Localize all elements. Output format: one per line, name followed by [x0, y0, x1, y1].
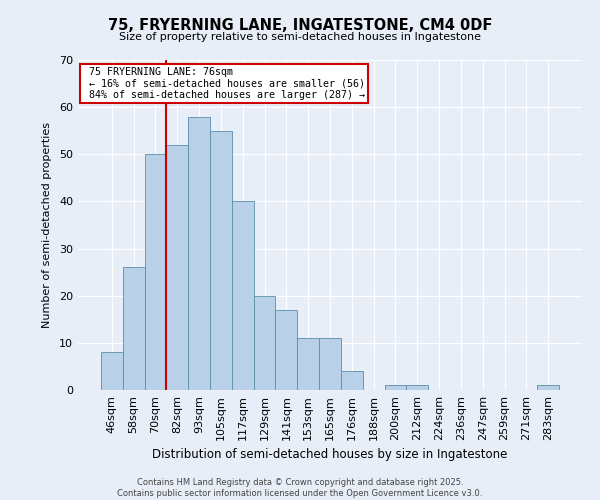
Y-axis label: Number of semi-detached properties: Number of semi-detached properties [42, 122, 52, 328]
Bar [123, 268, 145, 390]
Bar [297, 338, 319, 390]
Bar [232, 202, 254, 390]
Bar [341, 371, 363, 390]
Bar [406, 386, 428, 390]
Bar [385, 386, 406, 390]
Bar [210, 130, 232, 390]
Bar [254, 296, 275, 390]
Text: Size of property relative to semi-detached houses in Ingatestone: Size of property relative to semi-detach… [119, 32, 481, 42]
Bar [188, 116, 210, 390]
Bar [145, 154, 166, 390]
Text: 75 FRYERNING LANE: 76sqm
 ← 16% of semi-detached houses are smaller (56)
 84% of: 75 FRYERNING LANE: 76sqm ← 16% of semi-d… [83, 66, 365, 100]
Text: Contains HM Land Registry data © Crown copyright and database right 2025.
Contai: Contains HM Land Registry data © Crown c… [118, 478, 482, 498]
Bar [101, 352, 123, 390]
Bar [537, 386, 559, 390]
Bar [166, 145, 188, 390]
X-axis label: Distribution of semi-detached houses by size in Ingatestone: Distribution of semi-detached houses by … [152, 448, 508, 462]
Bar [319, 338, 341, 390]
Text: 75, FRYERNING LANE, INGATESTONE, CM4 0DF: 75, FRYERNING LANE, INGATESTONE, CM4 0DF [108, 18, 492, 32]
Bar [275, 310, 297, 390]
